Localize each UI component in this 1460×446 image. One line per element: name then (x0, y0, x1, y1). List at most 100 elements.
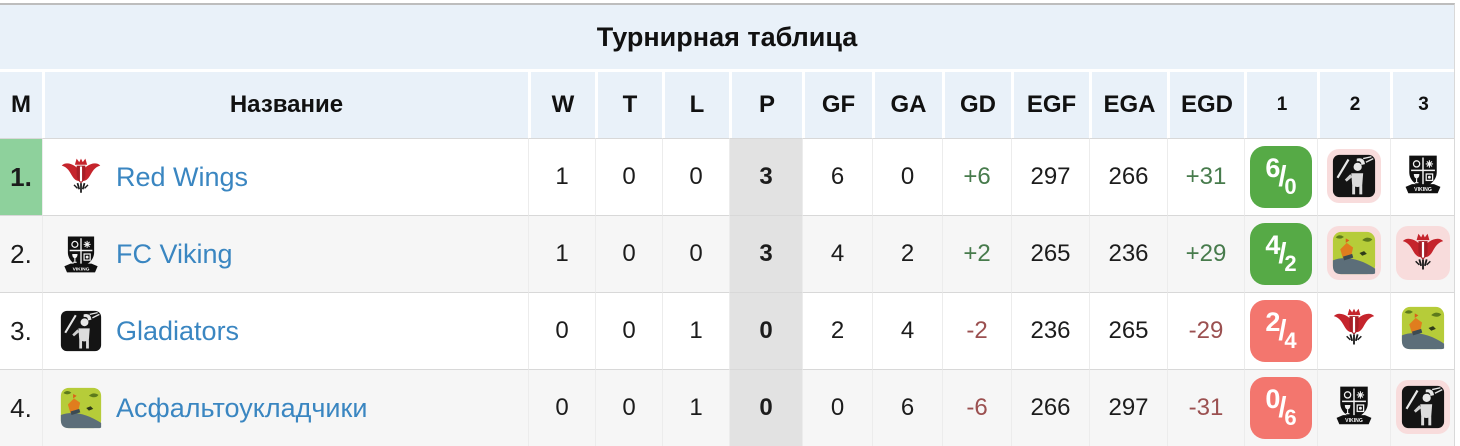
stat-egf-cell: 297 (1011, 138, 1089, 215)
col-header-round-3: 3 (1390, 69, 1455, 138)
col-header-egd: EGD (1167, 69, 1244, 138)
rank-cell: 4. (0, 369, 42, 446)
stat-l-cell: 1 (662, 369, 729, 446)
gladiators-logo-icon (60, 310, 102, 352)
col-header-ega: EGA (1089, 69, 1167, 138)
round-1-cell: 4/2 (1244, 215, 1317, 292)
round-3-cell (1390, 138, 1455, 215)
stat-l-cell: 1 (662, 292, 729, 369)
fc-viking-logo-icon (60, 233, 102, 275)
rank-cell: 1. (0, 138, 42, 215)
red-wings-logo-icon[interactable] (1332, 306, 1376, 350)
col-header-round-2: 2 (1317, 69, 1390, 138)
stat-t-cell: 0 (595, 369, 662, 446)
stat-gd-cell: +2 (942, 215, 1011, 292)
stat-egf-cell: 236 (1011, 292, 1089, 369)
stat-l-cell: 0 (662, 138, 729, 215)
rank-cell: 3. (0, 292, 42, 369)
stat-ega-cell: 297 (1089, 369, 1167, 446)
stat-egd-cell: +29 (1167, 215, 1244, 292)
asphalt-pavers-logo-icon (60, 387, 102, 429)
match-score-badge[interactable]: 2/4 (1250, 300, 1312, 362)
team-cell: Асфальтоукладчики (42, 369, 528, 446)
column-header-row: M Название W T L P GF GA GD EGF EGA EGD … (0, 69, 1455, 138)
stat-ega-cell: 266 (1089, 138, 1167, 215)
fc-viking-logo-icon[interactable] (1401, 152, 1445, 196)
stat-ga-cell: 0 (872, 138, 942, 215)
stat-p-cell: 3 (729, 138, 802, 215)
stat-t-cell: 0 (595, 138, 662, 215)
round-1-cell: 2/4 (1244, 292, 1317, 369)
fc-viking-logo-icon[interactable] (1332, 383, 1376, 427)
stat-gf-cell: 2 (802, 292, 872, 369)
table-row: 4. Асфальтоукладчики 0 0 1 0 0 6 -6 266 … (0, 369, 1455, 446)
col-header-losses: L (662, 69, 729, 138)
stat-w-cell: 1 (528, 215, 595, 292)
stat-t-cell: 0 (595, 215, 662, 292)
title-row: Турнирная таблица (0, 5, 1455, 69)
team-cell: FC Viking (42, 215, 528, 292)
stat-egf-cell: 265 (1011, 215, 1089, 292)
gladiators-logo-icon[interactable] (1395, 380, 1450, 434)
round-3-cell (1390, 215, 1455, 292)
gladiators-logo-icon[interactable] (1327, 149, 1381, 203)
rank-cell: 2. (0, 215, 42, 292)
team-cell: Red Wings (42, 138, 528, 215)
team-link[interactable]: Red Wings (116, 161, 249, 192)
stat-gd-cell: -2 (942, 292, 1011, 369)
match-score-badge[interactable]: 6/0 (1250, 146, 1312, 208)
team-link[interactable]: FC Viking (116, 238, 233, 269)
table-title: Турнирная таблица (0, 5, 1455, 69)
table-row: 1. Red Wings 1 0 0 3 6 0 +6 297 266 +31 … (0, 138, 1455, 215)
col-header-ga: GA (872, 69, 942, 138)
red-wings-logo-icon (60, 156, 102, 198)
col-header-wins: W (528, 69, 595, 138)
col-header-rank: M (0, 69, 42, 138)
round-1-cell: 0/6 (1244, 369, 1317, 446)
team-cell: Gladiators (42, 292, 528, 369)
stat-egd-cell: -29 (1167, 292, 1244, 369)
team-link[interactable]: Gladiators (116, 315, 240, 346)
round-2-cell (1317, 369, 1390, 446)
round-2-cell (1317, 215, 1390, 292)
stat-ga-cell: 6 (872, 369, 942, 446)
round-3-cell (1390, 292, 1455, 369)
stat-egd-cell: -31 (1167, 369, 1244, 446)
stat-egf-cell: 266 (1011, 369, 1089, 446)
col-header-round-1: 1 (1244, 69, 1317, 138)
stat-egd-cell: +31 (1167, 138, 1244, 215)
tournament-table: Турнирная таблица M Название W T L P GF … (0, 3, 1456, 446)
stat-ga-cell: 2 (872, 215, 942, 292)
stat-gd-cell: +6 (942, 138, 1011, 215)
stat-ega-cell: 265 (1089, 292, 1167, 369)
stat-p-cell: 3 (729, 215, 802, 292)
col-header-gf: GF (802, 69, 872, 138)
round-2-cell (1317, 138, 1390, 215)
stat-gf-cell: 6 (802, 138, 872, 215)
round-3-cell (1390, 369, 1455, 446)
stat-l-cell: 0 (662, 215, 729, 292)
stat-ega-cell: 236 (1089, 215, 1167, 292)
col-header-ties: T (595, 69, 662, 138)
stat-t-cell: 0 (595, 292, 662, 369)
stat-p-cell: 0 (729, 292, 802, 369)
stat-p-cell: 0 (729, 369, 802, 446)
asphalt-pavers-logo-icon[interactable] (1327, 226, 1381, 280)
round-1-cell: 6/0 (1244, 138, 1317, 215)
team-link[interactable]: Асфальтоукладчики (116, 392, 368, 423)
stat-gd-cell: -6 (942, 369, 1011, 446)
red-wings-logo-icon[interactable] (1395, 226, 1450, 280)
stat-gf-cell: 4 (802, 215, 872, 292)
round-2-cell (1317, 292, 1390, 369)
stat-ga-cell: 4 (872, 292, 942, 369)
col-header-egf: EGF (1011, 69, 1089, 138)
match-score-badge[interactable]: 0/6 (1250, 377, 1312, 439)
stat-w-cell: 0 (528, 292, 595, 369)
asphalt-pavers-logo-icon[interactable] (1401, 306, 1445, 350)
stat-gf-cell: 0 (802, 369, 872, 446)
stat-w-cell: 1 (528, 138, 595, 215)
match-score-badge[interactable]: 4/2 (1250, 223, 1312, 285)
col-header-name: Название (42, 69, 528, 138)
col-header-gd: GD (942, 69, 1011, 138)
